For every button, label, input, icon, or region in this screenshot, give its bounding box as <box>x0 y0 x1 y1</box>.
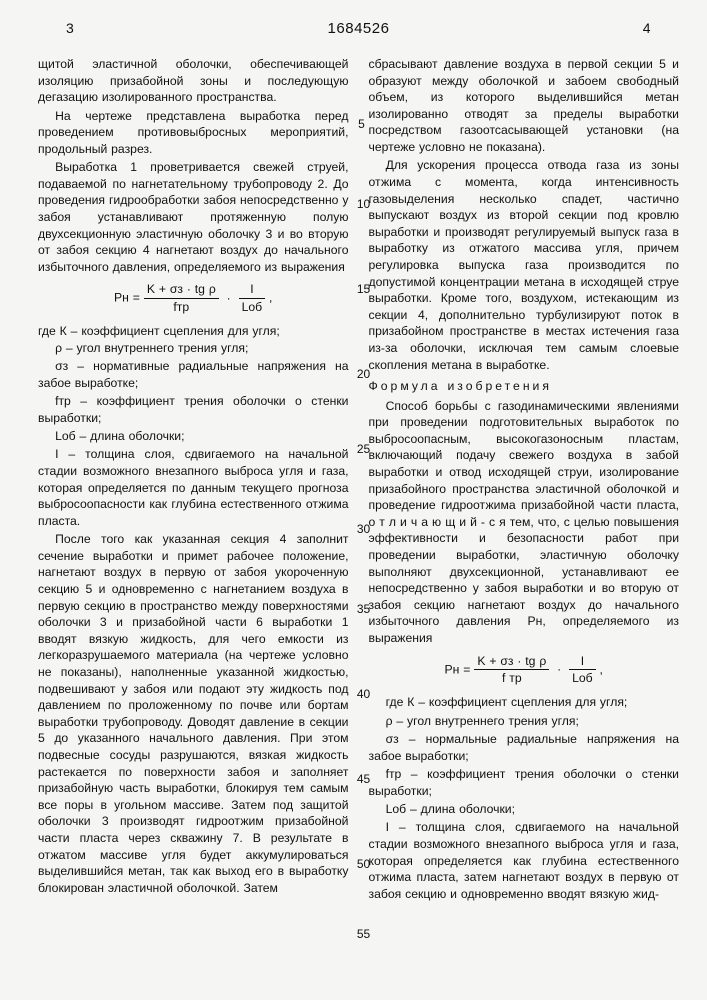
numerator: I <box>239 281 266 299</box>
numerator: K + σз · tg ρ <box>474 653 549 671</box>
paragraph: Выработка 1 проветривается свежей струей… <box>38 159 349 275</box>
text-columns: щитой эластичной оболочки, обеспечивающе… <box>38 56 679 986</box>
dot-operator: · <box>553 661 565 678</box>
where-item: Lоб – длина оболочки; <box>369 801 680 818</box>
formula-trail: , <box>600 662 603 676</box>
numerator: I <box>569 653 596 671</box>
formula: Pн = K + σз · tg ρ fтр · I Lоб , <box>38 281 349 315</box>
formula-trail: , <box>269 291 272 305</box>
where-item: fтр – коэффициент трения оболочки о стен… <box>38 393 349 426</box>
formula-lhs: Pн = <box>114 291 140 305</box>
page-number-left: 3 <box>66 20 74 36</box>
where-item: Lоб – длина оболочки; <box>38 428 349 445</box>
fraction: K + σз · tg ρ f тр <box>474 653 549 687</box>
paragraph: Для ускорения процесса отвода газа из зо… <box>369 157 680 373</box>
page-number-right: 4 <box>643 20 651 36</box>
paragraph: сбрасывают давление воздуха в первой сек… <box>369 56 680 156</box>
denominator: f тр <box>474 670 549 687</box>
paragraph: щитой эластичной оболочки, обеспечивающе… <box>38 56 349 106</box>
dot-operator: · <box>223 290 235 307</box>
claims-heading: Формула изобретения <box>369 378 680 395</box>
where-item: ρ – угол внутреннего трения угля; <box>38 340 349 357</box>
denominator: Lоб <box>239 299 266 316</box>
paragraph: Способ борьбы с газодинамическими явлени… <box>369 398 680 647</box>
where-item: где К – коэффициент сцепления для угля; <box>369 694 680 711</box>
left-column: щитой эластичной оболочки, обеспечивающе… <box>38 56 359 986</box>
denominator: fтр <box>144 299 219 316</box>
where-item: σз – нормальные радиальные напряжения на… <box>369 731 680 764</box>
fraction: I Lоб <box>239 281 266 315</box>
where-item: I – толщина слоя, сдвигаемого на начальн… <box>369 819 680 902</box>
where-item: где К – коэффициент сцепления для угля; <box>38 323 349 340</box>
formula-lhs: Pн = <box>445 662 471 676</box>
page: 3 1684526 4 щитой эластичной оболочки, о… <box>0 0 707 1000</box>
fraction: I Lоб <box>569 653 596 687</box>
fraction: K + σз · tg ρ fтр <box>144 281 219 315</box>
denominator: Lоб <box>569 670 596 687</box>
document-number: 1684526 <box>328 20 390 37</box>
numerator: K + σз · tg ρ <box>144 281 219 299</box>
where-item: fтр – коэффициент трения оболочки о стен… <box>369 766 680 799</box>
page-header: 3 1684526 4 <box>38 20 679 50</box>
paragraph: На чертеже представлена выработка перед … <box>38 108 349 158</box>
paragraph: После того как указанная секция 4 заполн… <box>38 531 349 896</box>
right-column: сбрасывают давление воздуха в первой сек… <box>359 56 680 986</box>
formula: Pн = K + σз · tg ρ f тр · I Lоб , <box>369 653 680 687</box>
where-item: I – толщина слоя, сдвигаемого на начальн… <box>38 446 349 529</box>
where-item: ρ – угол внутреннего трения угля; <box>369 713 680 730</box>
where-item: σз – нормативные радиальные напряжения н… <box>38 358 349 391</box>
